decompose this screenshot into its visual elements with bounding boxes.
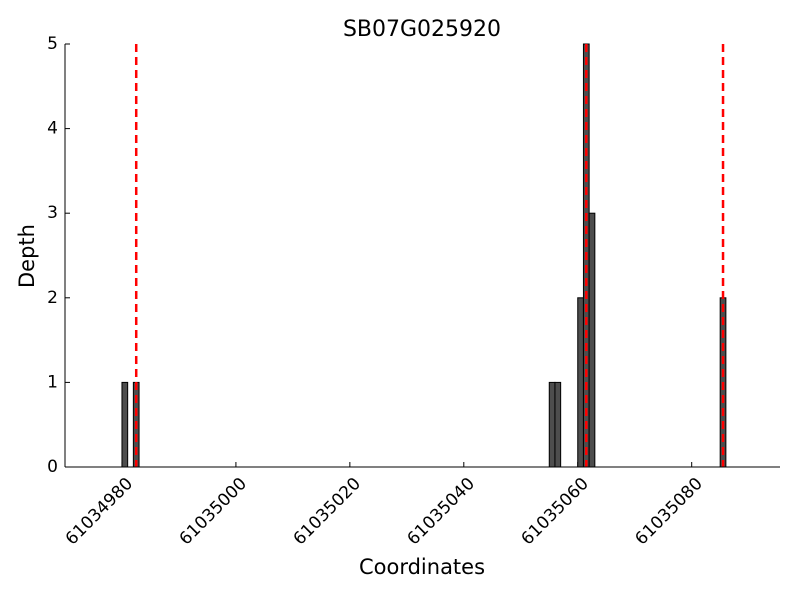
y-axis-label: Depth [15,224,39,288]
y-tick-label: 4 [47,119,58,139]
x-tick-label: 61035040 [404,474,479,549]
y-tick-label: 0 [47,457,58,477]
y-tick-label: 1 [47,372,58,392]
x-tick-label: 61034980 [62,474,137,549]
bar [121,381,129,468]
x-tick-label: 61035080 [631,474,706,549]
y-tick-label: 5 [47,34,58,54]
bar [554,381,562,468]
bar [577,297,584,468]
y-tick-label: 2 [47,288,58,308]
x-axis-label: Coordinates [359,555,485,579]
bar [588,212,596,468]
x-tick-label: 61035000 [176,474,251,549]
y-tick-label: 3 [47,203,58,223]
x-tick-label: 61035060 [517,474,592,549]
bar [548,381,556,468]
x-tick-label: 61035020 [290,474,365,549]
chart-title: SB07G025920 [343,17,501,42]
